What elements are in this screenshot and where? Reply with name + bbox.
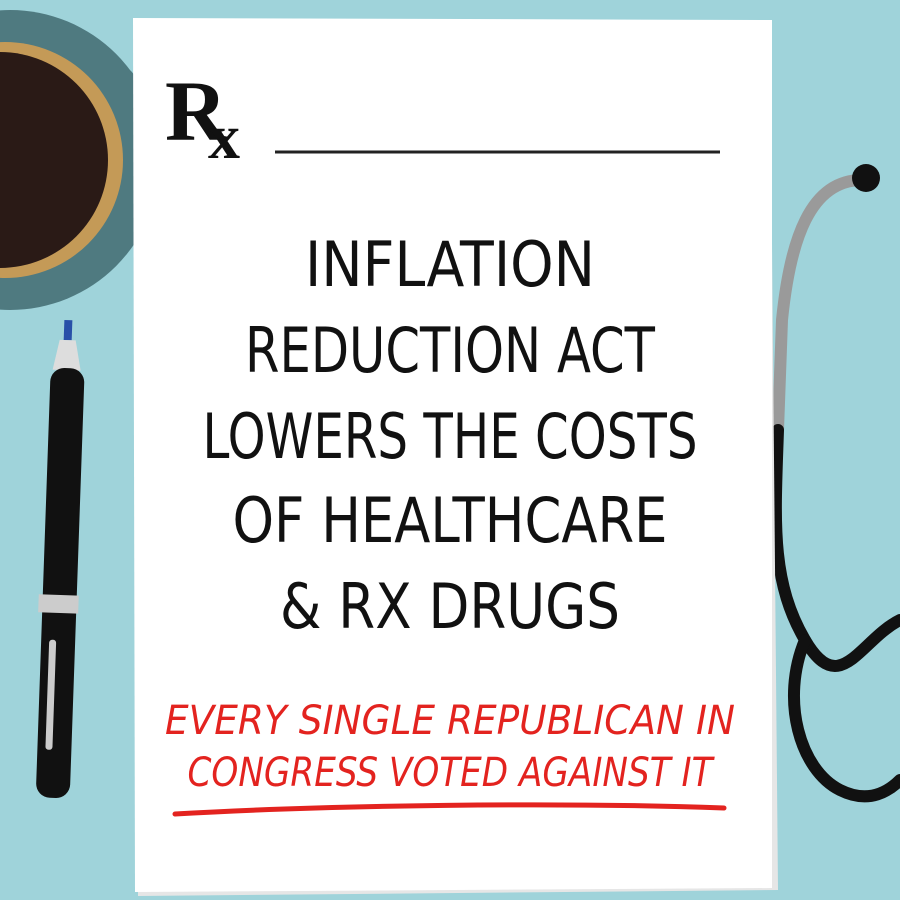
rx-r: R [165,63,228,159]
pen [36,320,85,799]
headline-line: OF HEALTHCARE [233,484,668,557]
coffee-mug [0,10,160,310]
headline-line: INFLATION [305,228,595,301]
rx-x: x [208,101,240,172]
underline [172,802,727,817]
headline-line: LOWERS THE COSTS [203,400,698,473]
headline-line: REDUCTION ACT [245,314,656,387]
stethoscope [769,164,900,803]
paper [133,18,778,896]
headline-line: & RX DRUGS [280,570,620,643]
subline-line: CONGRESS VOTED AGAINST IT [188,750,716,796]
subline-line: EVERY SINGLE REPUBLICAN IN [165,698,735,744]
